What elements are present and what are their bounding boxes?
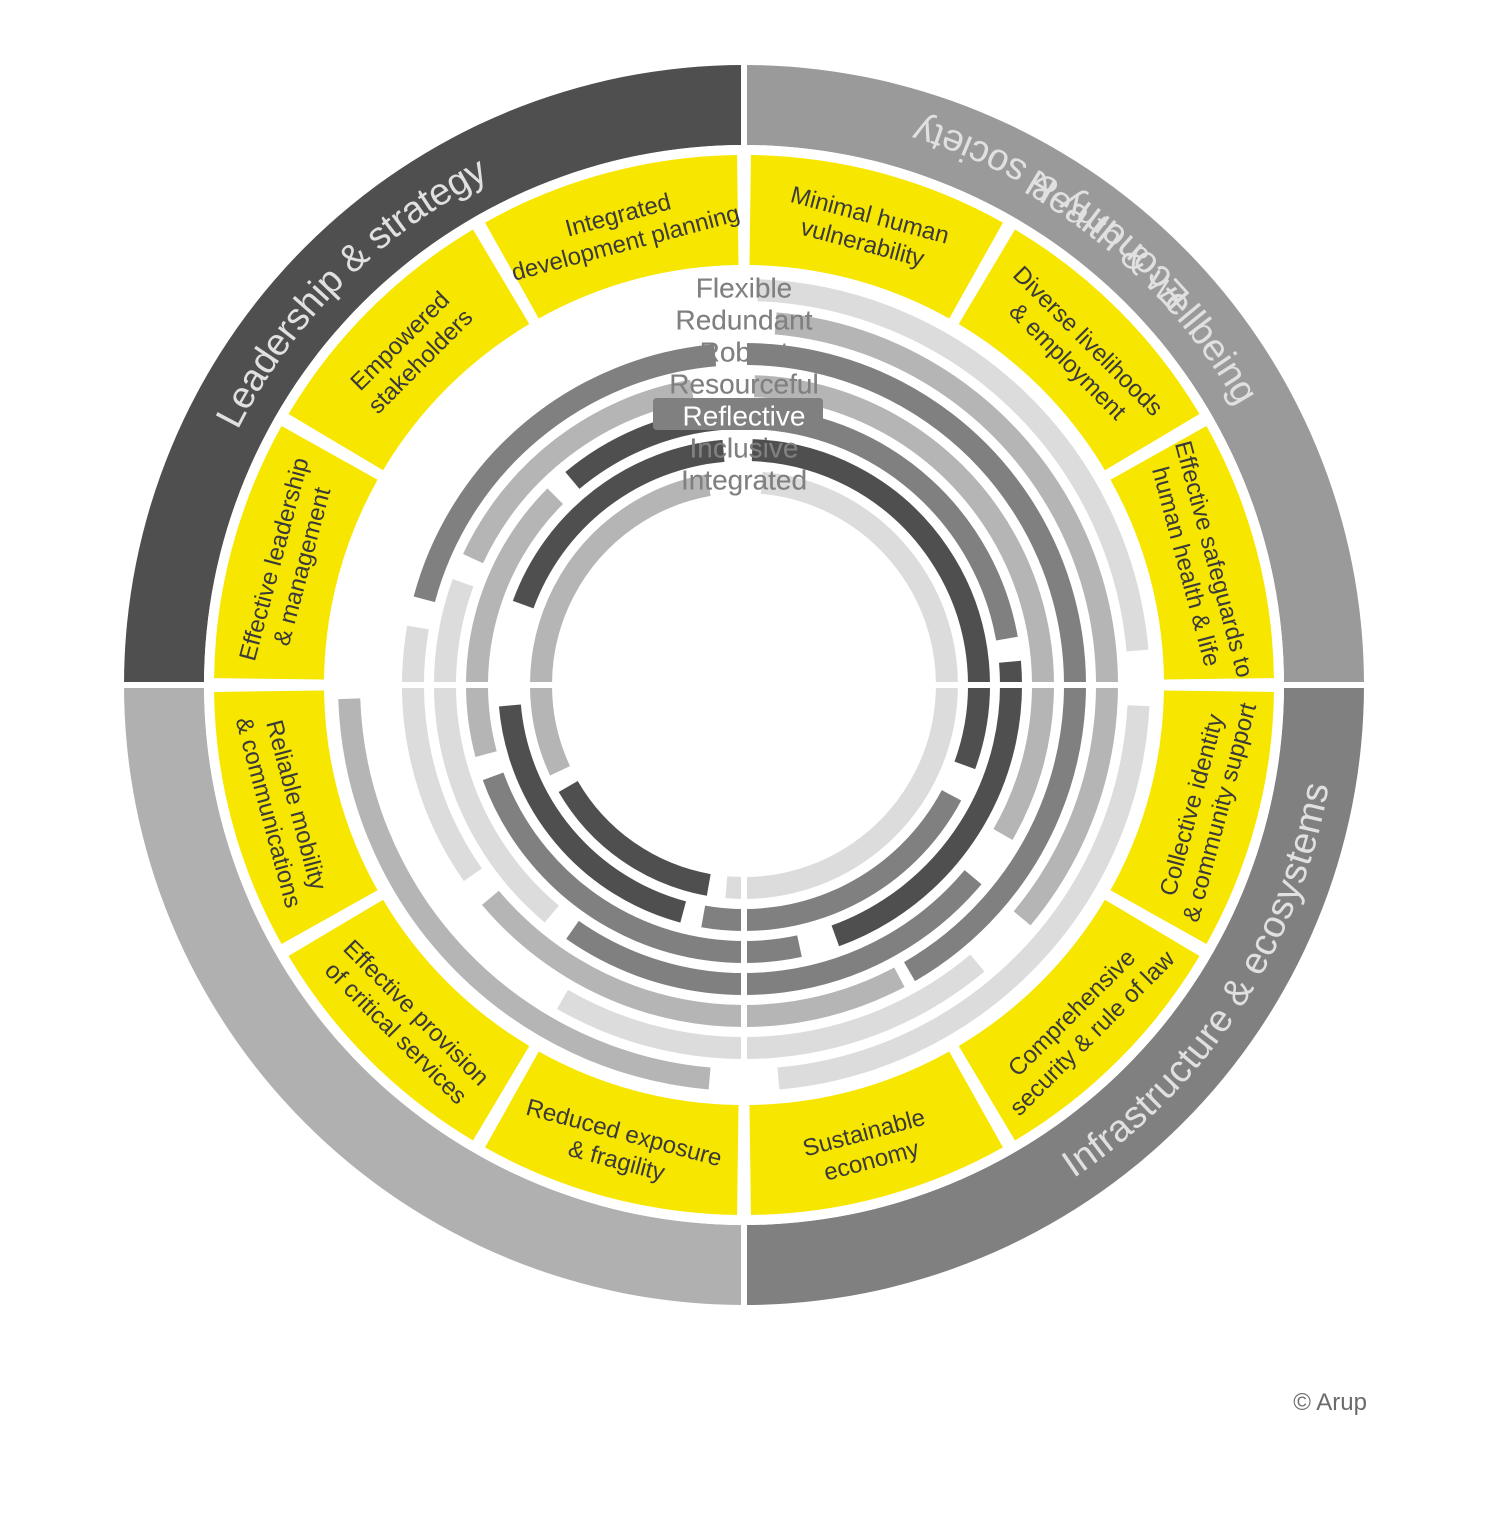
svg-text:Robust: Robust — [699, 336, 788, 367]
diagram-container: Leadership & strategyHealth & wellbeingE… — [0, 0, 1487, 1527]
svg-text:Reflective: Reflective — [682, 400, 805, 431]
svg-text:Flexible: Flexible — [695, 272, 791, 303]
svg-text:Redundant: Redundant — [675, 304, 812, 335]
credit-text: © Arup — [1293, 1389, 1367, 1417]
resilience-wheel-diagram: Leadership & strategyHealth & wellbeingE… — [99, 40, 1389, 1330]
center-mask — [565, 506, 923, 864]
svg-text:Resourceful: Resourceful — [669, 368, 818, 399]
svg-text:Inclusive: Inclusive — [689, 432, 798, 463]
svg-text:Integrated: Integrated — [680, 464, 806, 495]
